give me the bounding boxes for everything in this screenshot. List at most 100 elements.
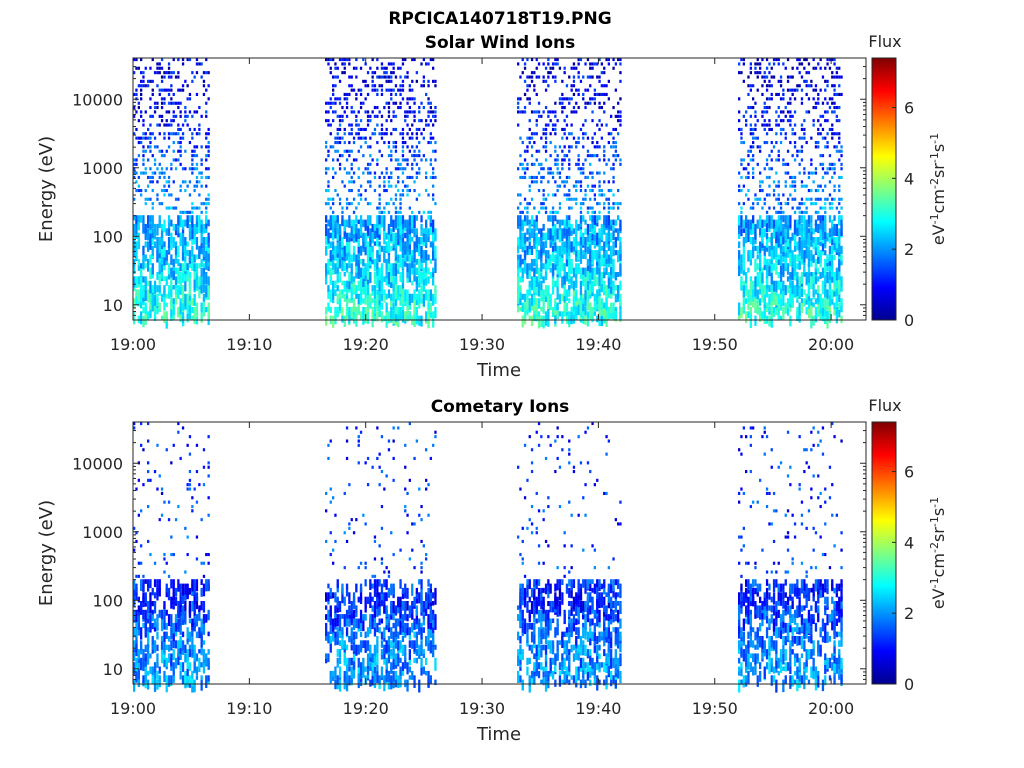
heatmap-cell (174, 114, 178, 118)
heatmap-cell (198, 223, 201, 233)
heatmap-cell (137, 219, 140, 231)
heatmap-cell (535, 258, 538, 265)
heatmap-cell (174, 241, 178, 246)
heatmap-cell (756, 245, 759, 255)
heatmap-cell (521, 237, 524, 247)
heatmap-cell (772, 311, 776, 317)
heatmap-cell (598, 298, 601, 310)
heatmap-cell (838, 210, 841, 214)
heatmap-cell (413, 110, 416, 114)
heatmap-cell (371, 132, 374, 136)
heatmap-cell (167, 228, 171, 236)
heatmap-cell (165, 622, 168, 630)
heatmap-cell (350, 88, 353, 92)
heatmap-cell (831, 101, 834, 105)
heatmap-cell (798, 84, 801, 88)
heatmap-cell (756, 219, 759, 229)
heatmap-cell (181, 210, 185, 214)
heatmap-cell (366, 123, 370, 127)
heatmap-cell (406, 132, 409, 136)
heatmap-cell (156, 285, 159, 293)
heatmap-cell (791, 232, 794, 241)
heatmap-cell (607, 228, 610, 242)
heatmap-cell (768, 71, 771, 75)
heatmap-cell (406, 114, 409, 118)
heatmap-cell (366, 276, 370, 285)
heatmap-cell (357, 136, 360, 140)
heatmap-cell (205, 306, 208, 313)
heatmap-cell (179, 592, 182, 606)
heatmap-cell (415, 228, 418, 235)
heatmap-cell (544, 149, 548, 153)
heatmap-cell (768, 206, 771, 210)
heatmap-cell (135, 583, 138, 594)
heatmap-cell (577, 298, 580, 305)
heatmap-cell (768, 167, 771, 171)
heatmap-cell (432, 114, 435, 118)
heatmap-cell (401, 228, 405, 234)
heatmap-cell (163, 241, 166, 248)
heatmap-cell (355, 58, 358, 62)
heatmap-cell (137, 614, 140, 624)
heatmap-cell (547, 193, 550, 197)
heatmap-cell (425, 232, 428, 246)
heatmap-cell (821, 280, 825, 290)
heatmap-cell (149, 215, 152, 222)
heatmap-cell (547, 258, 550, 270)
heatmap-cell (814, 298, 818, 305)
heatmap-cell (362, 232, 365, 242)
heatmap-cell (526, 228, 529, 235)
heatmap-cell (355, 123, 358, 127)
heatmap-cell (432, 311, 435, 325)
heatmap-cell (366, 285, 370, 296)
heatmap-cell (554, 62, 557, 66)
heatmap-cell (380, 311, 384, 323)
heatmap-cell (392, 145, 395, 149)
heatmap-cell (174, 618, 178, 632)
heatmap-cell (568, 245, 571, 256)
heatmap-cell (390, 158, 393, 162)
heatmap-cell (556, 119, 559, 123)
heatmap-cell (547, 71, 550, 75)
heatmap-cell (577, 180, 580, 184)
heatmap-cell (533, 162, 536, 166)
heatmap-cell (523, 254, 527, 260)
heatmap-cell (332, 280, 335, 294)
heatmap-cell (565, 175, 569, 179)
heatmap-cell (205, 197, 208, 201)
heatmap-cell (596, 202, 599, 206)
heatmap-cell (144, 302, 147, 311)
heatmap-cell (158, 132, 161, 136)
heatmap-cell (133, 679, 136, 692)
heatmap-cell (535, 119, 538, 123)
heatmap-cell (160, 315, 164, 321)
heatmap-cell (840, 219, 843, 231)
heatmap-cell (413, 315, 416, 328)
heatmap-cell (838, 306, 841, 318)
heatmap-cell (814, 202, 818, 206)
heatmap-cell (786, 285, 790, 294)
heatmap-cell (380, 92, 384, 96)
heatmap-cell (798, 62, 801, 66)
heatmap-cell (158, 241, 161, 254)
heatmap-cell (584, 293, 587, 307)
heatmap-cell (207, 609, 210, 621)
heatmap-cell (777, 58, 780, 62)
heatmap-cell (761, 189, 764, 193)
heatmap-cell (156, 614, 159, 620)
heatmap-cell (338, 114, 342, 118)
heatmap-cell (140, 509, 143, 513)
heatmap-cell (551, 175, 555, 179)
heatmap-cell (327, 267, 330, 275)
heatmap-cell (325, 622, 328, 636)
heatmap-cell (406, 193, 409, 197)
heatmap-cell (380, 136, 384, 140)
heatmap-cell (195, 443, 199, 447)
heatmap-cell (345, 106, 349, 110)
heatmap-cell (327, 167, 330, 171)
heatmap-cell (147, 228, 150, 241)
heatmap-cell (406, 298, 409, 307)
heatmap-cell (819, 293, 822, 299)
heatmap-cell (598, 180, 601, 184)
heatmap-cell (777, 114, 780, 118)
